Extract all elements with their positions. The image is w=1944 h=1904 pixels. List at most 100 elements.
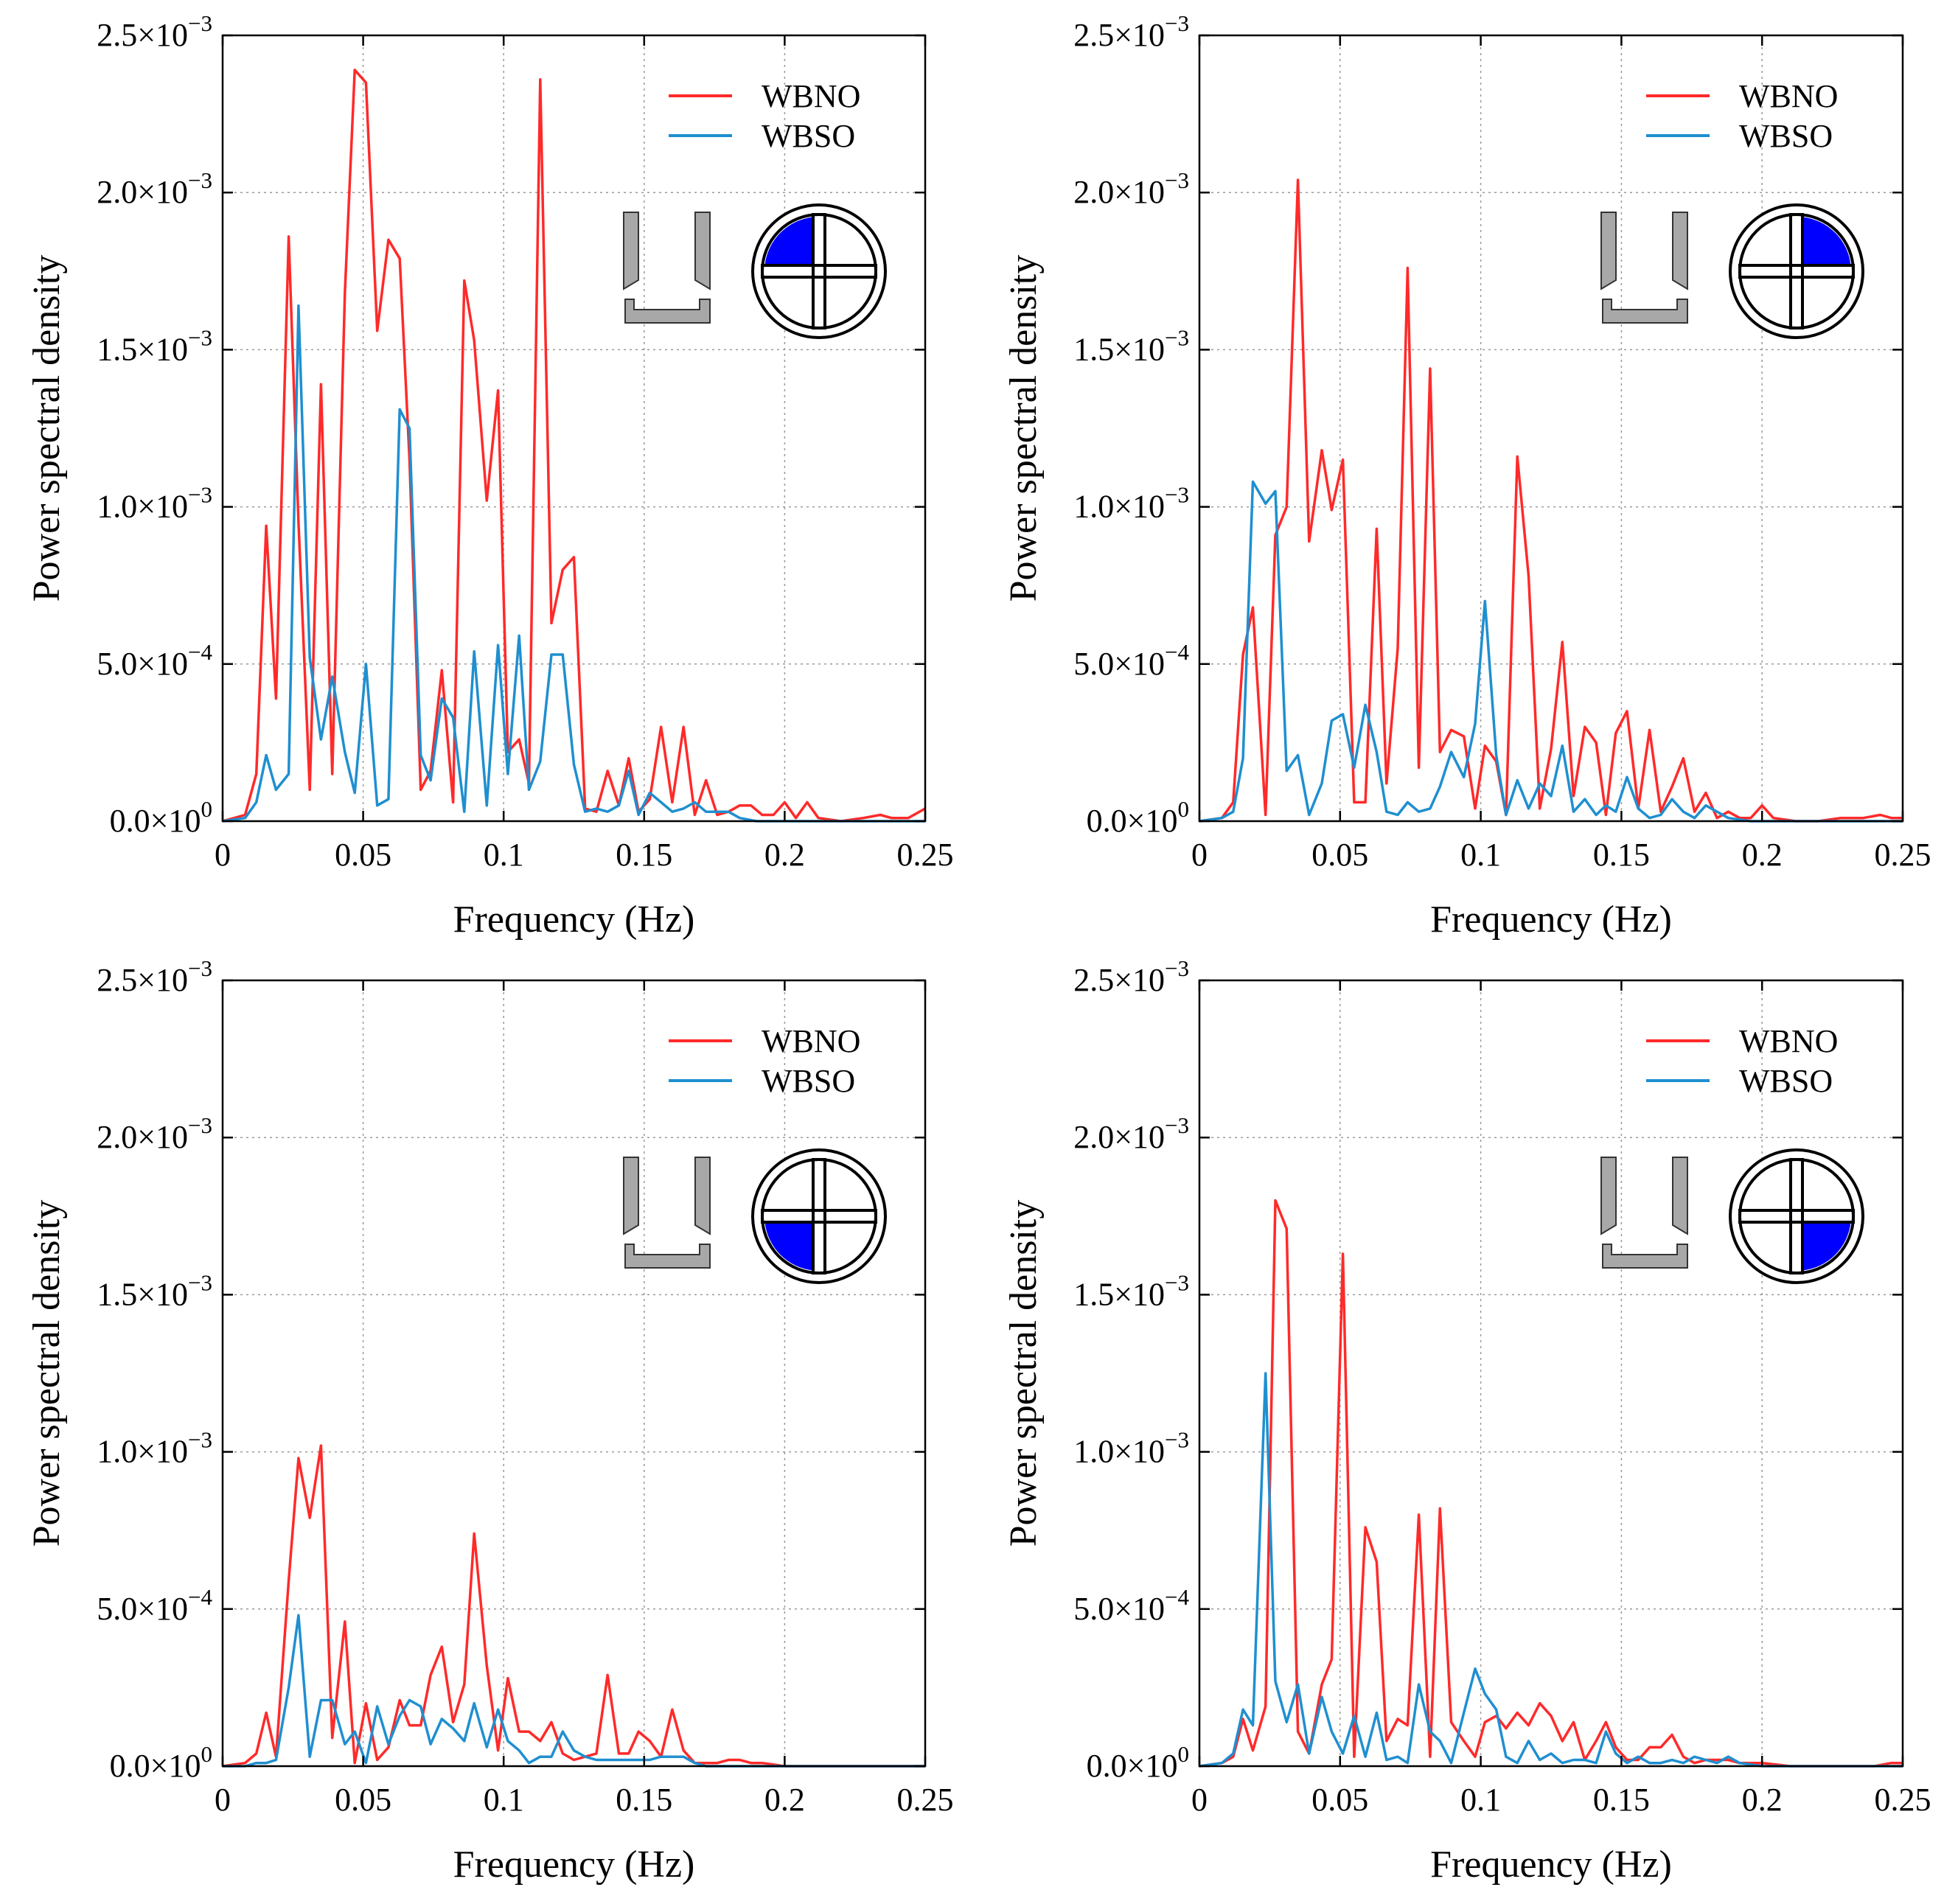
highlighted-quadrant-icon [764,1222,813,1271]
highlighted-quadrant-icon [764,217,813,265]
series-line-wbso [1199,480,1903,823]
y-tick-exponent: −3 [1165,1112,1189,1138]
y-tick-exponent: −3 [188,167,212,193]
y-tick-exponent: 0 [201,796,213,822]
y-axis-label: Power spectral density [26,255,68,602]
y-tick-mantissa: 2.5×10 [1073,962,1165,998]
y-tick-mantissa: 0.0×10 [1087,1748,1178,1784]
x-tick-label: 0.05 [335,837,391,873]
quadrant-center-icon [1792,267,1801,276]
y-tick-mantissa: 2.5×10 [97,17,188,53]
legend-label-wbno: WBNO [762,78,860,114]
y-tick-mantissa: 2.0×10 [1073,1119,1165,1155]
legend-label-wbso: WBSO [762,118,855,154]
gate-base-icon [624,299,711,324]
y-tick-label: 5.0×10−4 [1073,639,1189,682]
quadrant-vertical-bar-icon [812,213,826,329]
y-tick-mantissa: 1.0×10 [97,489,188,525]
legend-label-wbno: WBNO [1739,1023,1838,1059]
y-tick-mantissa: 2.0×10 [1073,174,1165,210]
y-tick-exponent: −4 [1165,1584,1189,1610]
plot-frame [221,979,927,1768]
y-tick-exponent: −4 [188,639,212,665]
y-tick-mantissa: 5.0×10 [97,1591,188,1627]
y-tick-mantissa: 5.0×10 [1073,1591,1165,1627]
y-tick-label: 1.0×10−3 [1073,482,1189,525]
plot-frame [221,34,927,823]
y-tick-label: 2.5×10−3 [1073,10,1189,53]
y-tick-exponent: −3 [1165,1427,1189,1453]
series-line-wbno [222,69,926,823]
y-tick-label: 5.0×10−4 [1073,1584,1189,1627]
y-tick-exponent: −4 [188,1584,212,1610]
y-tick-exponent: −3 [188,324,212,350]
highlighted-quadrant-icon [1802,1222,1851,1271]
y-tick-exponent: −3 [1165,955,1189,981]
x-tick-label: 0.05 [1311,837,1368,873]
chart-panel-bottom-right: 0 0.05 0.1 0.15 0.2 0.250.0×1005.0×10−41.0×10… [1003,955,1931,1886]
gate-left-wall-icon [623,212,639,290]
quadrant-vertical-bar-icon [1789,213,1804,329]
y-tick-label: 1.5×10−3 [97,1269,212,1312]
legend-label-wbno: WBNO [762,1023,860,1059]
gate-left-wall-icon [1600,212,1617,290]
y-tick-label: 2.0×10−3 [97,167,212,210]
y-tick-exponent: −3 [1165,324,1189,350]
y-tick-exponent: −3 [1165,10,1189,36]
y-tick-exponent: −3 [188,1269,212,1295]
y-tick-label: 1.0×10−3 [97,482,212,525]
x-tick-label: 0.2 [1742,1782,1783,1818]
x-tick-label: 0.25 [897,1782,954,1818]
x-axis-label: Frequency (Hz) [453,899,695,941]
y-tick-label: 2.5×10−3 [97,10,212,53]
quadrant-vertical-bar-icon [812,1158,826,1274]
y-tick-exponent: −3 [188,1112,212,1138]
gate-base-icon [1602,1244,1688,1269]
y-tick-mantissa: 0.0×10 [110,803,201,839]
gate-base-icon [1602,299,1688,324]
y-tick-label: 5.0×10−4 [97,639,212,682]
y-tick-exponent: −3 [1165,167,1189,193]
chart-panel-bottom-left: 0 0.05 0.1 0.15 0.2 0.250.0×1005.0×10−41.0×10… [26,955,954,1886]
y-tick-mantissa: 1.5×10 [97,1276,188,1312]
y-tick-mantissa: 2.5×10 [1073,17,1165,53]
x-axis-label: Frequency (Hz) [1430,1844,1672,1886]
gate-right-wall-icon [1672,212,1688,290]
x-tick-label: 0 [1191,1782,1208,1818]
x-tick-label: 0.05 [335,1782,391,1818]
quadrant-horizontal-bar-icon [761,264,877,279]
gate-base-icon [624,1244,711,1269]
y-tick-label: 1.0×10−3 [1073,1427,1189,1470]
x-tick-label: 0.05 [1311,1782,1368,1818]
gate-right-wall-icon [694,212,711,290]
legend-label-wbso: WBSO [762,1063,855,1099]
x-tick-label: 0.25 [1875,1782,1931,1818]
y-tick-mantissa: 0.0×10 [110,1748,201,1784]
series-line-wbno [1199,1199,1903,1768]
y-tick-exponent: −3 [188,955,212,981]
x-tick-label: 0.1 [484,837,524,873]
y-tick-label: 2.5×10−3 [1073,955,1189,998]
x-tick-label: 0.15 [1593,837,1650,873]
x-tick-label: 0.2 [764,837,805,873]
y-axis-label: Power spectral density [1003,255,1045,602]
y-tick-mantissa: 2.5×10 [97,962,188,998]
series-line-wbno [1199,178,1903,823]
y-tick-mantissa: 5.0×10 [97,646,188,682]
plot-frame [1198,979,1904,1768]
x-tick-label: 0.1 [484,1782,524,1818]
quadrant-center-icon [815,1212,823,1221]
quadrant-horizontal-bar-icon [1738,1209,1855,1224]
y-tick-label: 2.5×10−3 [97,955,212,998]
plot-frame [1198,34,1904,823]
x-axis-label: Frequency (Hz) [453,1844,695,1886]
x-tick-label: 0.15 [616,837,672,873]
y-tick-exponent: 0 [1178,796,1190,822]
quadrant-horizontal-bar-icon [1738,264,1855,279]
y-axis-label: Power spectral density [26,1200,68,1547]
x-tick-label: 0.15 [1593,1782,1650,1818]
x-tick-label: 0.25 [897,837,954,873]
y-tick-label: 1.5×10−3 [97,324,212,367]
y-tick-mantissa: 1.0×10 [97,1434,188,1470]
x-tick-label: 0 [215,1782,231,1818]
